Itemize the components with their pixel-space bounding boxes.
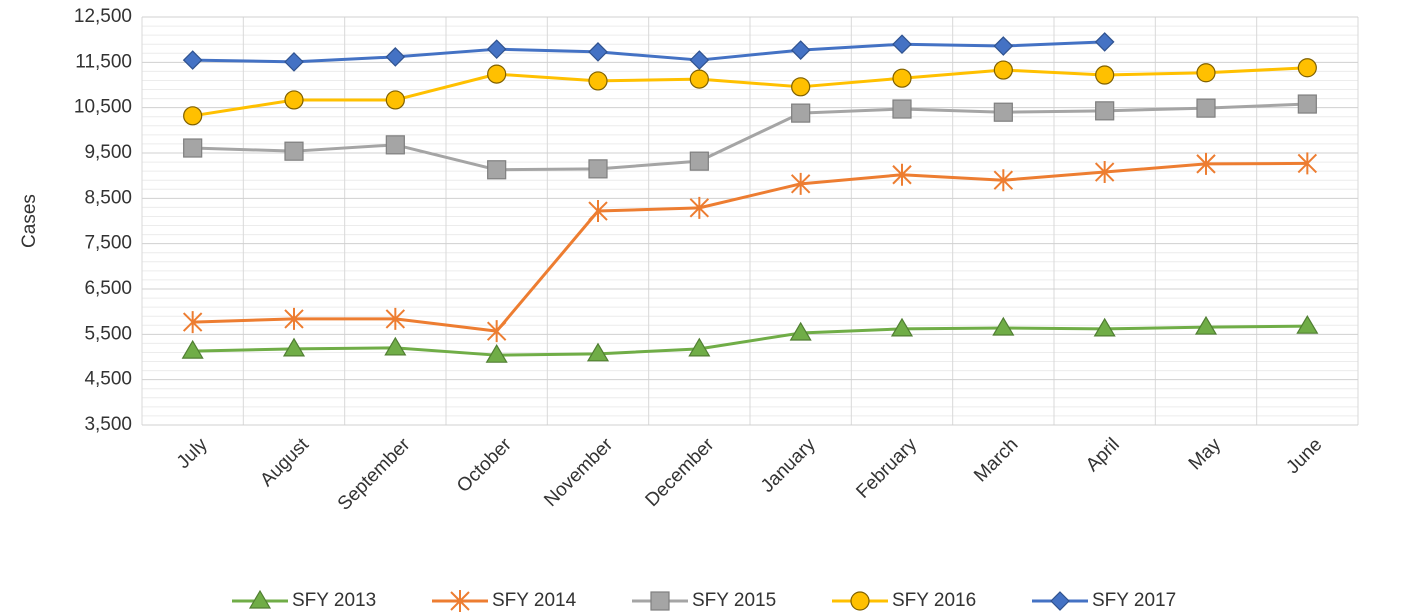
legend-label: SFY 2015 [692, 590, 776, 611]
data-point [790, 172, 811, 195]
y-tick-label: 4,500 [84, 369, 132, 390]
data-point [282, 337, 306, 357]
data-point [284, 90, 304, 110]
legend-label: SFY 2016 [892, 590, 976, 611]
y-tick-label: 7,500 [84, 233, 132, 254]
data-point [284, 52, 304, 72]
x-tick-label: February [852, 434, 921, 503]
data-point [689, 196, 710, 219]
y-tick-label: 12,500 [74, 6, 132, 27]
data-point [182, 50, 203, 70]
data-point [1095, 101, 1115, 121]
data-point [688, 337, 711, 357]
data-point [284, 307, 304, 330]
data-point [1297, 94, 1317, 114]
data-point [486, 39, 507, 60]
series-line [192, 102, 1308, 172]
series-line [192, 66, 1308, 118]
data-point [1194, 315, 1218, 335]
series-line [192, 40, 1105, 64]
data-point [892, 99, 912, 119]
data-point [385, 135, 405, 155]
x-tick-label: March [970, 434, 1022, 486]
x-tick-label: August [256, 434, 313, 491]
x-tick-label: October [453, 434, 516, 497]
data-point [181, 339, 204, 359]
x-tick-label: September [334, 434, 415, 515]
data-point [689, 50, 710, 70]
data-point [487, 64, 507, 84]
x-tick-label: December [642, 434, 719, 511]
series-line [192, 161, 1308, 333]
x-tick-label: November [540, 434, 617, 511]
data-point [689, 69, 709, 89]
data-point [1196, 98, 1216, 118]
data-point [385, 47, 406, 67]
data-point [1196, 63, 1216, 83]
data-point [1094, 32, 1115, 52]
legend-label: SFY 2017 [1092, 590, 1176, 611]
data-point [689, 151, 709, 171]
x-tick-label: July [173, 434, 212, 473]
data-point [892, 68, 912, 88]
data-point [892, 163, 912, 186]
data-point [993, 36, 1014, 56]
y-tick-label: 6,500 [84, 278, 132, 299]
x-tick-label: June [1282, 434, 1326, 478]
data-point [1297, 152, 1318, 175]
data-point [892, 34, 912, 55]
data-point [588, 200, 608, 223]
x-tick-label: January [757, 434, 820, 497]
data-point [993, 60, 1013, 80]
data-point [487, 160, 507, 180]
data-point [284, 141, 304, 161]
data-point [588, 159, 608, 179]
data-point [890, 317, 914, 337]
legend-marker [1050, 591, 1070, 611]
legend-label: SFY 2013 [292, 590, 376, 611]
legend-marker [850, 591, 870, 611]
data-point [790, 40, 811, 60]
data-point [1093, 317, 1116, 337]
data-point [993, 169, 1014, 192]
data-point [588, 71, 608, 91]
data-point [183, 138, 203, 158]
data-point [1094, 161, 1115, 184]
legend-marker [650, 591, 670, 611]
data-point [586, 342, 610, 362]
data-point [1296, 314, 1319, 334]
legend-marker [450, 590, 470, 612]
data-point [789, 321, 812, 341]
y-tick-label: 10,500 [74, 97, 132, 118]
data-point [183, 106, 203, 126]
y-tick-label: 3,500 [84, 414, 132, 435]
y-tick-label: 8,500 [84, 187, 132, 208]
y-tick-label: 9,500 [84, 142, 132, 163]
data-point [1095, 65, 1115, 85]
series-line [192, 324, 1308, 357]
data-point [485, 344, 508, 363]
legend-marker [248, 589, 272, 609]
data-point [588, 42, 608, 62]
data-point [791, 103, 811, 123]
data-point [791, 77, 811, 97]
data-point [182, 311, 203, 334]
data-point [993, 102, 1013, 122]
x-tick-label: April [1082, 434, 1124, 476]
y-tick-label: 11,500 [75, 51, 132, 72]
data-point [1297, 58, 1317, 78]
y-tick-label: 5,500 [84, 323, 132, 344]
y-axis-label: Cases [19, 194, 40, 248]
x-tick-label: May [1185, 434, 1226, 475]
data-point [1196, 152, 1216, 175]
data-point [384, 336, 407, 356]
legend-label: SFY 2014 [492, 590, 577, 611]
data-point [486, 320, 507, 343]
data-point [385, 307, 406, 330]
data-point [385, 90, 405, 110]
data-point [992, 316, 1015, 336]
